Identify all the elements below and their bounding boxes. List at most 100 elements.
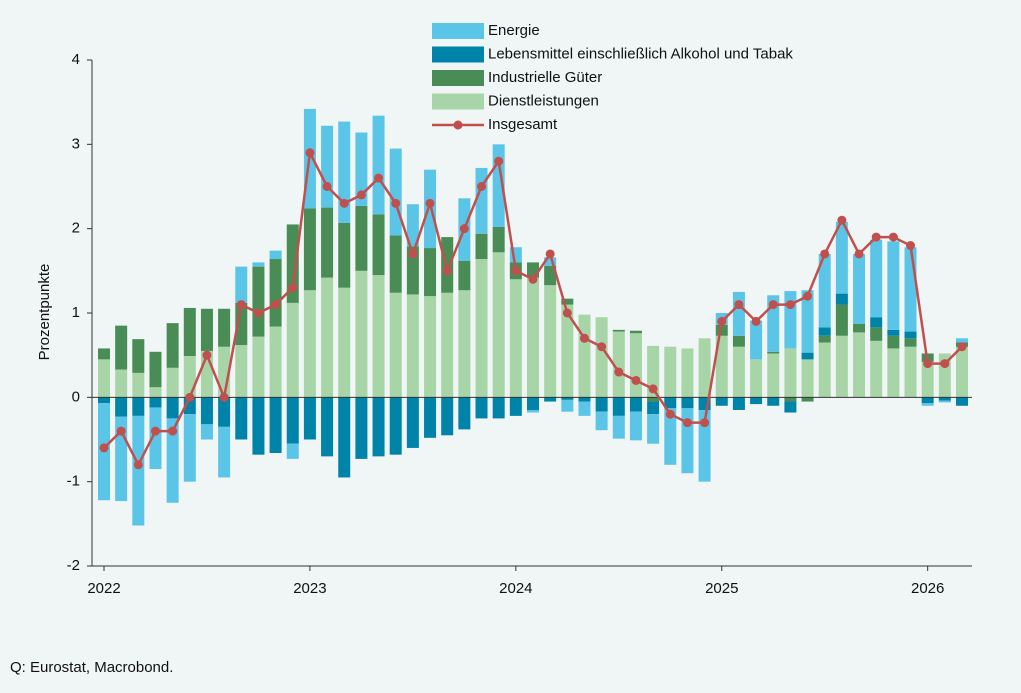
total-marker [768, 300, 778, 310]
bar-segment [115, 369, 128, 398]
x-tick-label: 2023 [293, 580, 326, 597]
total-marker [717, 316, 727, 326]
bar-segment [321, 125, 334, 208]
bar-segment [252, 266, 265, 337]
y-tick-label: -2 [67, 557, 80, 574]
total-marker [185, 392, 195, 402]
bar-segment [664, 408, 677, 465]
total-marker [116, 426, 126, 436]
bar-segment [132, 372, 145, 398]
bar-segment [286, 224, 299, 303]
legend-swatch [432, 70, 484, 86]
legend-label: Industrielle Güter [488, 69, 602, 86]
bar-segment [218, 397, 231, 427]
bar-segment [681, 348, 694, 398]
total-marker [150, 426, 160, 436]
bar-segment [818, 253, 831, 328]
bar-segment [115, 325, 128, 370]
bar-segment [149, 397, 162, 408]
legend-label: Dienstleistungen [488, 92, 599, 109]
bar-segment [629, 411, 642, 441]
bar-segment [612, 329, 625, 332]
bar-segment [750, 320, 763, 360]
bar-segment [561, 304, 574, 398]
bar-segment [629, 330, 642, 334]
bar-segment [406, 397, 419, 448]
bar-segment [870, 239, 883, 318]
bar-segment [527, 409, 539, 413]
bar-segment [475, 233, 488, 260]
bar-segment [647, 401, 660, 415]
total-marker [751, 316, 761, 326]
bar-segment [235, 345, 248, 398]
bar-segment [732, 397, 745, 410]
bar-segment [578, 314, 591, 398]
bar-segment [218, 308, 231, 347]
total-marker [271, 300, 281, 310]
bar-segment [389, 397, 402, 455]
total-marker [236, 300, 246, 310]
bar-segment [956, 338, 968, 343]
bar-segment [853, 323, 866, 333]
bar-segment [269, 259, 282, 327]
bar-segment [732, 291, 745, 336]
bar-segment [509, 247, 522, 263]
bar-segment [338, 121, 351, 223]
bar-segment [286, 302, 299, 398]
bar-segment [475, 259, 488, 398]
bar-segment [629, 397, 642, 412]
bar-segment [218, 426, 231, 478]
y-tick-label: 3 [72, 135, 80, 152]
bar-segment [595, 317, 608, 398]
bar-segment [98, 397, 110, 404]
bar-segment [183, 307, 196, 357]
y-axis-label: Prozentpunkte [36, 264, 53, 361]
bar-segment [303, 290, 316, 398]
bar-segment [767, 295, 780, 352]
bar-segment [612, 415, 625, 439]
bar-segment [200, 424, 213, 440]
bar-segment [647, 414, 660, 444]
total-marker [511, 266, 521, 276]
bar-segment [458, 397, 471, 430]
bar-segment [303, 208, 316, 291]
bar-segment [767, 351, 780, 354]
bar-segment [595, 397, 608, 412]
total-marker [305, 148, 315, 158]
bar-segment [801, 352, 814, 360]
bar-segment [389, 148, 402, 236]
total-marker [940, 359, 950, 369]
bar-segment [887, 348, 900, 398]
legend-swatch [432, 23, 484, 39]
bar-segment [870, 327, 883, 341]
bar-segment [200, 308, 213, 351]
bar-segment [321, 277, 334, 398]
total-marker [854, 249, 864, 259]
bar-segment [183, 356, 196, 398]
bar-segment [132, 415, 145, 526]
total-marker [665, 409, 675, 419]
bar-segment [252, 336, 265, 398]
bar-segment [612, 397, 625, 416]
bar-segment [853, 332, 866, 398]
bar-segment [887, 241, 900, 330]
bar-segment [286, 443, 299, 459]
bar-segment [835, 304, 848, 336]
bar-segment [629, 333, 642, 398]
total-marker [202, 350, 212, 360]
bar-segment [406, 246, 419, 295]
legend-swatch [432, 46, 484, 63]
x-tick-label: 2026 [911, 580, 944, 597]
bar-segment [835, 335, 848, 398]
x-tick-label: 2025 [705, 580, 738, 597]
bar-segment [149, 387, 162, 398]
total-marker [99, 443, 109, 453]
bar-segment [475, 167, 488, 234]
total-marker [579, 333, 589, 343]
bar-segment [286, 397, 299, 444]
legend-label: Insgesamt [488, 116, 558, 133]
bar-segment [424, 296, 437, 398]
bar-segment [166, 323, 179, 368]
